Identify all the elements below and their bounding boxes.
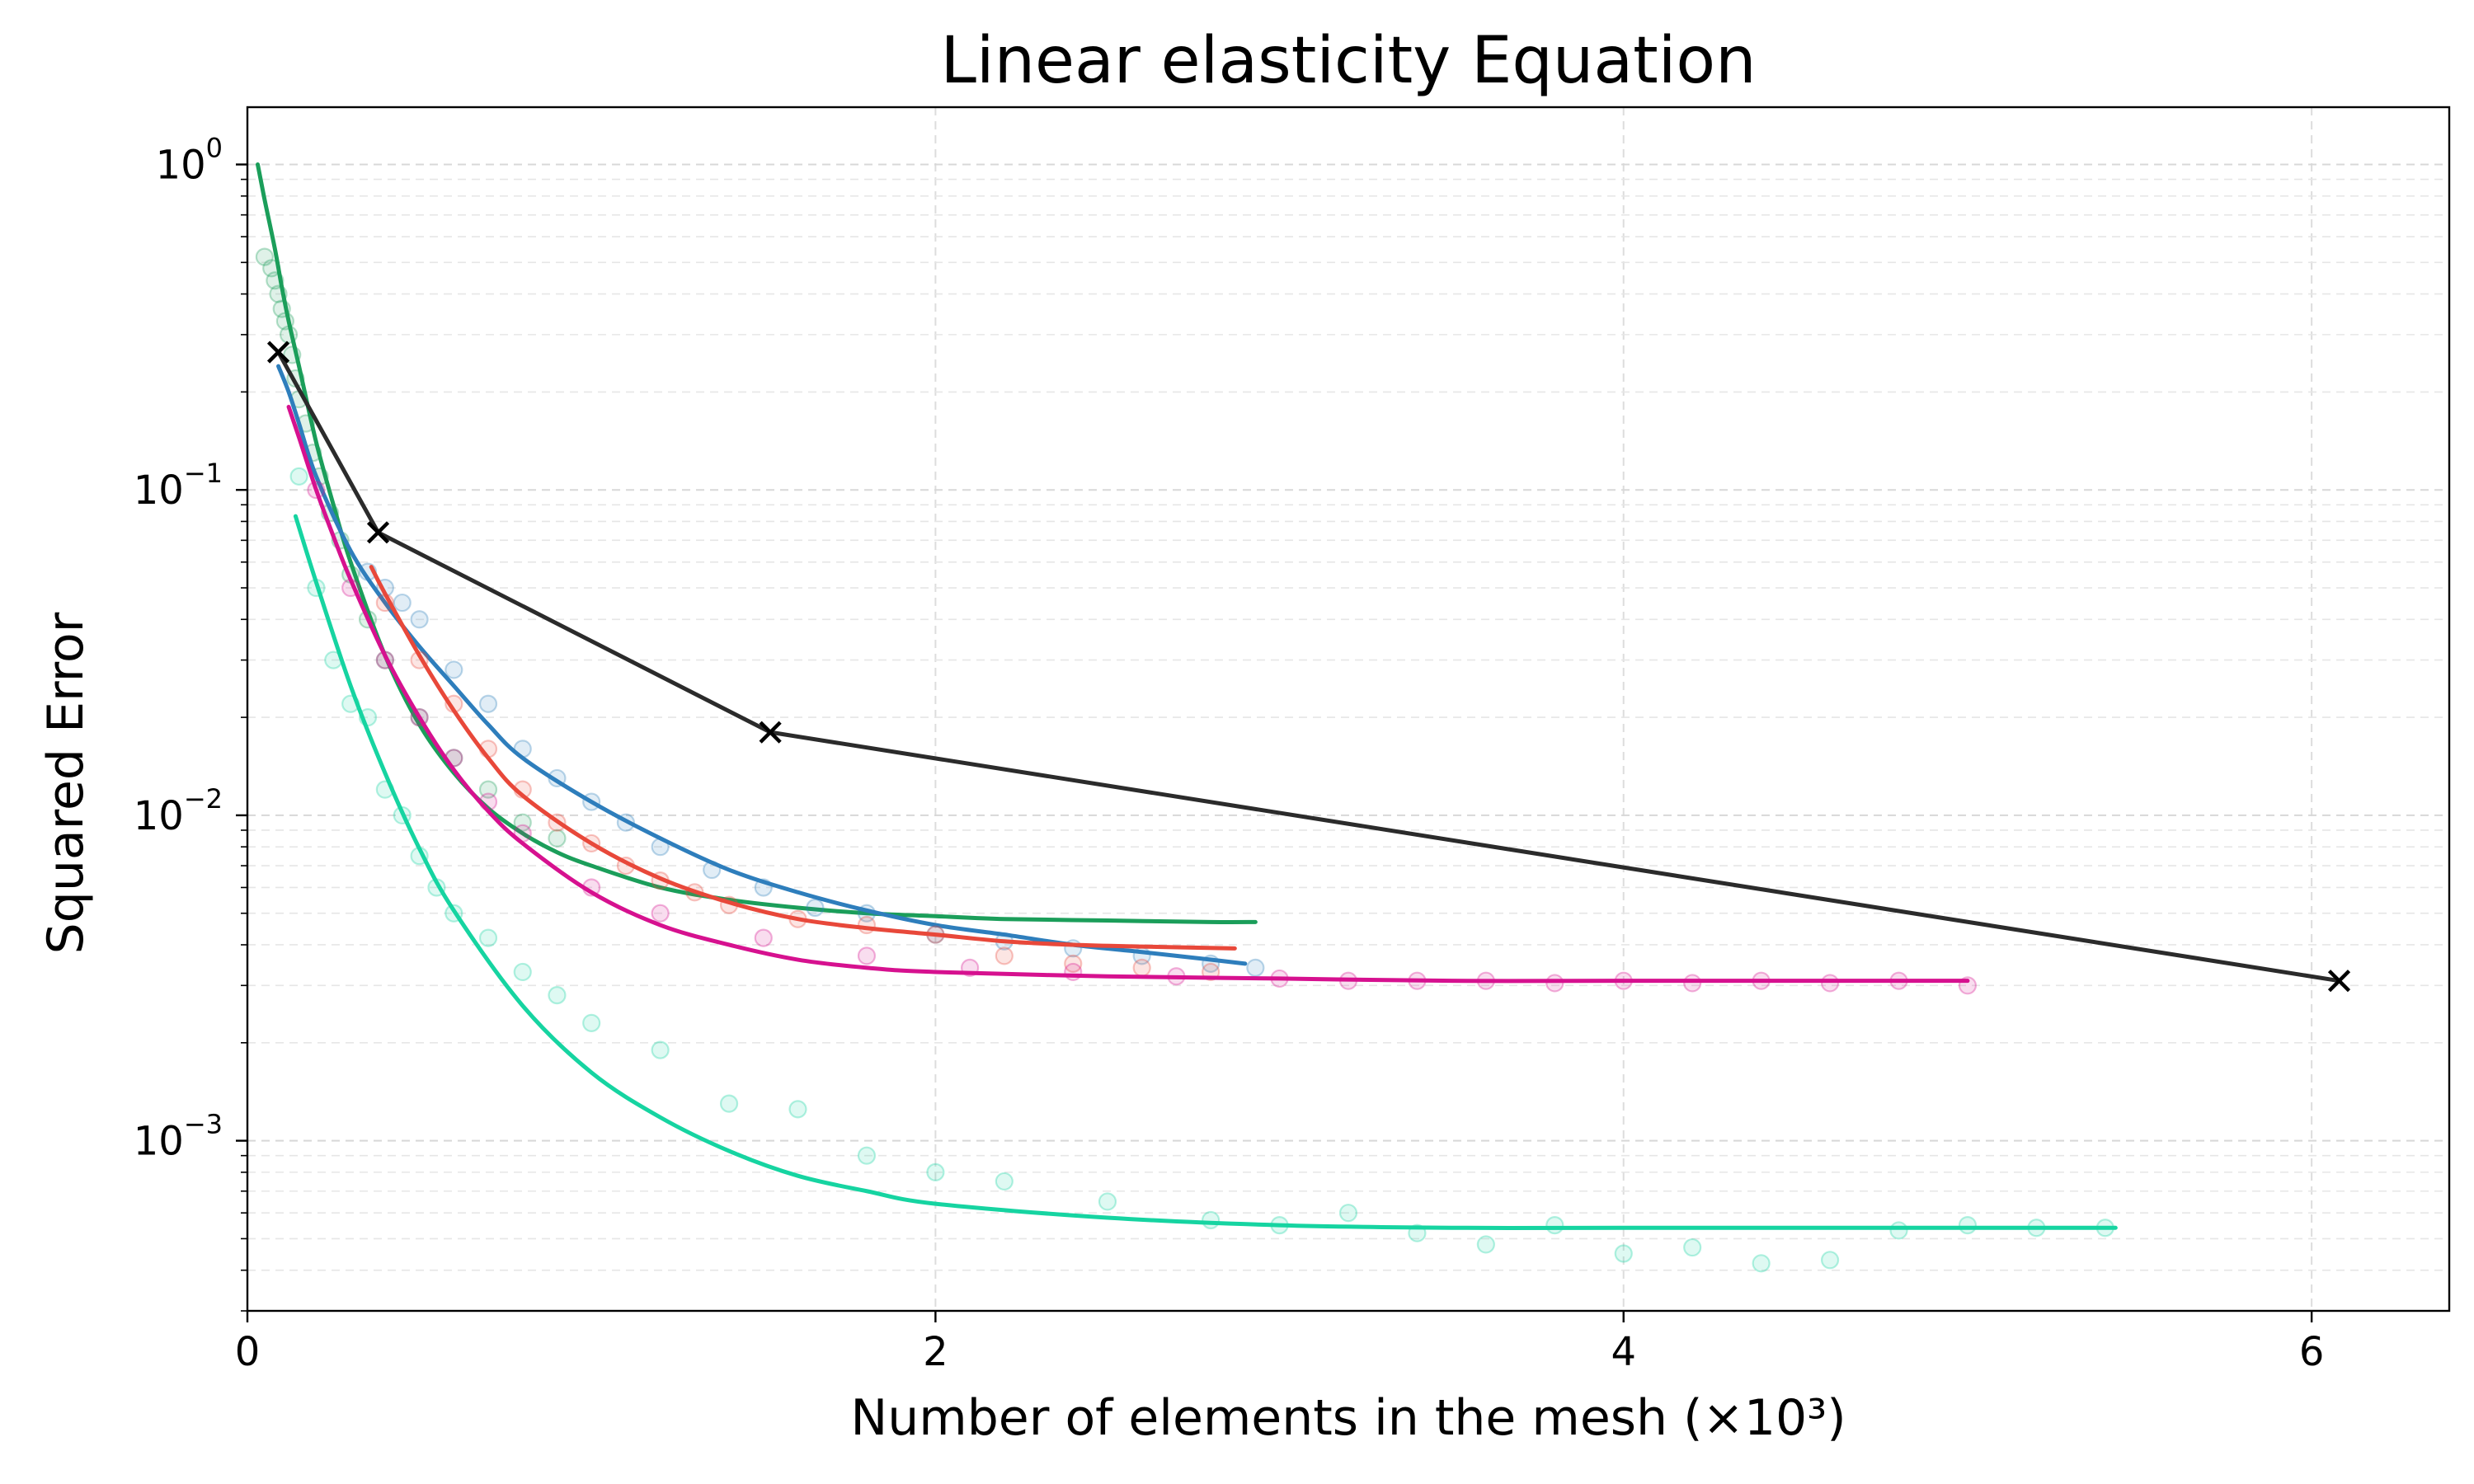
scatter-point [995, 1172, 1014, 1191]
scatter-point [857, 946, 877, 965]
scatter-point [1202, 1210, 1221, 1230]
scatter-point [857, 1146, 877, 1165]
y-tick-base: 10 [156, 143, 206, 189]
scatter-point [1958, 1215, 1978, 1235]
scatter-point [1889, 1221, 1908, 1240]
y-tick-label: 10−2 [134, 783, 223, 839]
scatter-point [788, 1100, 807, 1119]
scatter-point [478, 928, 498, 947]
series-line [276, 350, 2341, 984]
scatter-point [410, 610, 429, 629]
x-marker-stroke [366, 521, 390, 544]
scatter-point [513, 813, 532, 832]
scatter-point [1820, 1251, 1840, 1270]
series-line [293, 514, 2118, 1230]
y-tick-base: 10 [134, 793, 184, 839]
scatter-point [1820, 974, 1840, 993]
scatter-point [444, 660, 463, 679]
scatter-point [754, 928, 773, 947]
series-0 [255, 162, 1258, 924]
series-3 [286, 404, 1978, 995]
scatter-point [1246, 958, 1265, 977]
y-axis-label: Squared Error [37, 612, 95, 954]
scatter-point [1098, 1192, 1117, 1211]
x-axis-label: Number of elements in the mesh (×10³) [850, 1389, 1846, 1447]
scatter-point [995, 946, 1014, 965]
x-marker [2327, 970, 2351, 993]
scatter-point [1545, 1215, 1564, 1235]
y-tick-base: 10 [134, 467, 184, 514]
plot-frame [246, 106, 2451, 1313]
scatter-point [255, 247, 274, 266]
scatter-point [719, 1094, 739, 1113]
scatter-point [806, 898, 825, 918]
x-tick-label: 2 [923, 1329, 948, 1375]
scatter-point [1064, 954, 1083, 973]
x-marker [759, 721, 782, 744]
y-tick-label: 100 [156, 133, 223, 189]
y-tick-label: 10−3 [134, 1109, 223, 1165]
y-tick-exponent: 0 [206, 133, 223, 164]
y-tick-label: 10−1 [134, 458, 223, 514]
x-tick-label: 6 [2299, 1329, 2325, 1375]
x-marker-stroke [2327, 970, 2351, 993]
x-marker [366, 521, 390, 544]
scatter-point [513, 962, 532, 982]
scatter-point [926, 1162, 945, 1181]
scatter-point [582, 1013, 601, 1032]
x-marker-stroke [266, 340, 290, 364]
scatter-point [1683, 974, 1702, 993]
scatter-point [1545, 974, 1564, 993]
series-4 [289, 467, 2118, 1273]
scatter-point [478, 780, 498, 799]
series-line [286, 404, 1970, 984]
series-line [256, 162, 1258, 924]
chart-title: Linear elasticity Equation [940, 24, 1756, 98]
y-tick-exponent: −2 [184, 783, 223, 815]
scatter-point [651, 1040, 670, 1059]
series-line [369, 565, 1237, 951]
scatter-point [548, 986, 567, 1005]
scatter-point [1614, 1244, 1633, 1263]
scatter-point [1752, 1254, 1771, 1273]
scatter-point [548, 829, 567, 848]
y-tick-exponent: −3 [184, 1109, 223, 1140]
scatter-point [289, 467, 308, 486]
scatter-point [1476, 1235, 1495, 1254]
x-tick-label: 4 [1611, 1329, 1636, 1375]
x-marker-stroke [759, 721, 782, 744]
series-5 [266, 340, 2351, 993]
x-tick-label: 0 [235, 1329, 261, 1375]
scatter-point [1338, 1204, 1358, 1223]
x-marker [266, 340, 290, 364]
x-ticks: 0 2 4 6 [235, 1311, 2325, 1375]
scatter-point [1132, 958, 1151, 977]
scatter-point [1683, 1237, 1702, 1257]
scatter-point [651, 904, 670, 923]
scatter-point [478, 694, 498, 713]
scatter-point [393, 593, 412, 613]
series-layer [255, 162, 2351, 1273]
y-tick-base: 10 [134, 1119, 184, 1165]
y-tick-exponent: −1 [184, 458, 223, 489]
